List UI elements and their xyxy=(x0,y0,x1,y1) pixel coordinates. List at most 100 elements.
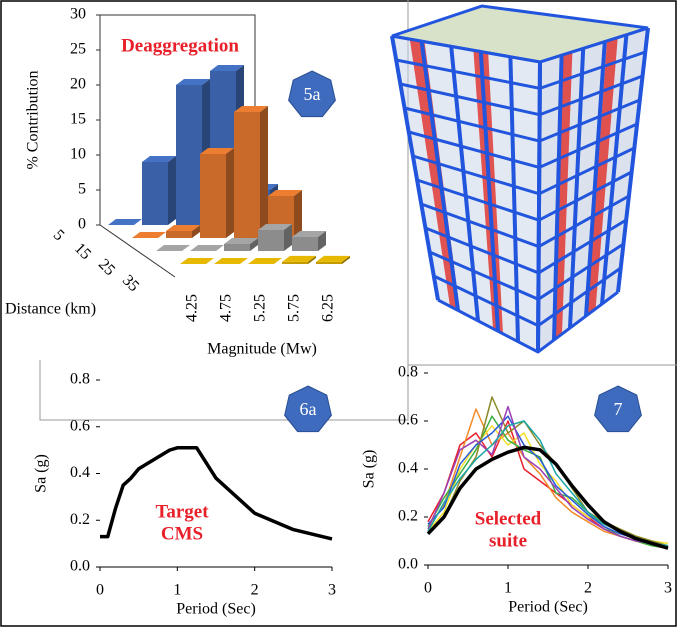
y-tick-label: 10 xyxy=(70,146,86,163)
annotation: Deaggregation xyxy=(121,35,239,56)
magnitude-label: 6.25 xyxy=(320,294,337,322)
annotation: suite xyxy=(489,530,527,551)
bar-front xyxy=(282,261,308,264)
badge-label: 7 xyxy=(614,399,623,419)
bar-top xyxy=(200,148,234,154)
bar-top xyxy=(234,106,268,112)
badge xyxy=(284,385,332,433)
bar-side xyxy=(308,255,316,264)
bar xyxy=(166,225,200,238)
distance-label: 15 xyxy=(71,240,94,263)
x-tick-label: 0 xyxy=(424,580,432,597)
x-axis-title: Magnitude (Mw) xyxy=(207,341,317,358)
bar xyxy=(292,231,326,251)
badge xyxy=(594,385,642,433)
bar-top xyxy=(132,232,166,238)
bar-side xyxy=(192,225,200,238)
bar-top xyxy=(108,219,142,225)
y-tick-label: 0.0 xyxy=(398,556,418,573)
y-tick-label: 0.4 xyxy=(398,460,418,477)
y-tick-label: 0.8 xyxy=(398,364,418,381)
series-line xyxy=(427,405,669,549)
series-line xyxy=(100,446,333,541)
column xyxy=(419,40,460,311)
x-tick-label: 3 xyxy=(328,582,336,599)
bar xyxy=(234,106,268,238)
bar-side xyxy=(250,238,258,251)
bar-front xyxy=(200,154,226,238)
z-axis-title: Distance (km) xyxy=(5,301,96,318)
bar-side xyxy=(260,106,268,238)
y-axis-title: Sa (g) xyxy=(33,454,50,493)
bar xyxy=(180,258,214,264)
bar-front xyxy=(142,162,168,225)
badge xyxy=(288,70,336,118)
bar-front xyxy=(234,112,260,238)
bar-top xyxy=(282,255,316,262)
y-tick-label: 0.0 xyxy=(70,558,90,575)
bar xyxy=(142,156,176,225)
distance-label: 35 xyxy=(119,272,142,295)
bar-side xyxy=(294,190,302,238)
x-tick-label: 2 xyxy=(251,582,259,599)
magnitude-label: 4.75 xyxy=(218,294,235,322)
bar-front xyxy=(316,261,342,264)
y-axis-title: Sa (g) xyxy=(361,450,378,489)
bar-top xyxy=(142,156,176,162)
magnitude-label: 5.75 xyxy=(286,294,303,322)
bar-side xyxy=(318,231,326,251)
bar xyxy=(224,238,258,251)
column xyxy=(390,35,440,301)
column xyxy=(616,27,650,293)
bar-top xyxy=(224,238,258,244)
column xyxy=(552,55,564,341)
bar-front xyxy=(176,85,202,225)
bar-front xyxy=(258,230,284,251)
bar-top xyxy=(190,245,224,251)
y-tick-label: 15 xyxy=(70,111,86,128)
bar-side xyxy=(342,255,350,264)
bar xyxy=(248,258,282,264)
badge-label: 6a xyxy=(300,399,317,419)
bar xyxy=(316,255,350,264)
bar xyxy=(200,148,234,238)
x-axis-title: Period (Sec) xyxy=(176,601,256,618)
y-tick-label: 0.2 xyxy=(70,511,90,528)
bar xyxy=(132,232,166,238)
bar-top xyxy=(292,231,326,237)
bar-top xyxy=(166,225,200,231)
y-tick-label: 0.2 xyxy=(398,508,418,525)
y-tick-label: 5 xyxy=(78,181,86,198)
bar-top xyxy=(258,224,292,230)
series-line xyxy=(426,445,669,550)
floor-edge xyxy=(99,224,176,278)
shear-wall xyxy=(554,51,573,341)
bar xyxy=(282,255,316,264)
x-axis-title: Period (Sec) xyxy=(508,599,588,616)
distance-label: 25 xyxy=(95,256,118,279)
panel-outline xyxy=(39,0,409,421)
bar-top xyxy=(210,65,244,71)
bar-front xyxy=(224,244,250,251)
column xyxy=(536,61,542,353)
y-tick-label: 30 xyxy=(70,6,86,23)
shear-wall xyxy=(587,37,618,315)
x-tick-label: 0 xyxy=(96,582,104,599)
column xyxy=(568,48,586,329)
x-tick-label: 3 xyxy=(664,580,672,597)
x-tick-label: 1 xyxy=(173,582,181,599)
magnitude-label: 5.25 xyxy=(252,294,269,322)
y-tick-label: 0.8 xyxy=(70,371,90,388)
y-tick-label: 0.4 xyxy=(70,464,90,481)
y-axis-title: % Contribution xyxy=(25,70,42,169)
bar-top xyxy=(248,258,282,264)
y-tick-label: 20 xyxy=(70,76,86,93)
x-tick-label: 1 xyxy=(504,580,512,597)
bar-top xyxy=(156,245,190,251)
bar xyxy=(190,245,224,251)
y-tick-label: 25 xyxy=(70,41,86,58)
bar-top xyxy=(180,258,214,264)
bar-top xyxy=(214,258,248,264)
bar-top xyxy=(176,79,210,85)
